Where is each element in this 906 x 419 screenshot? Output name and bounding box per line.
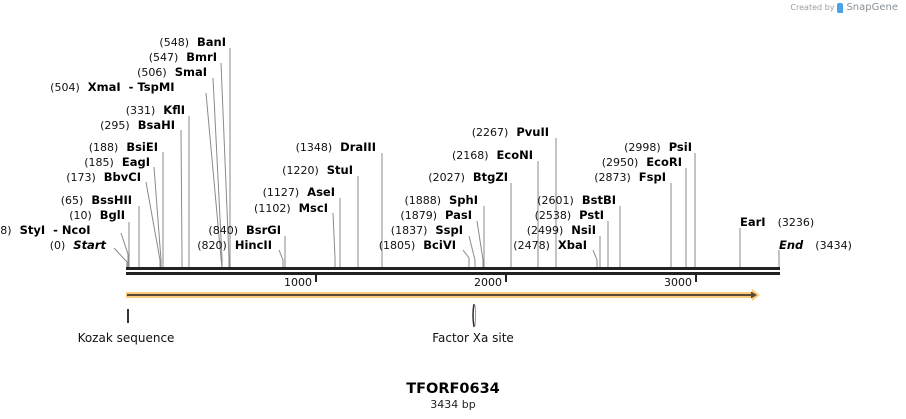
snapgene-logo-icon: [837, 2, 844, 13]
site-ecoRI[interactable]: (2950) EcoRI: [602, 155, 682, 169]
construct-length: 3434 bp: [430, 398, 475, 411]
tick-mark-2000: [505, 275, 507, 282]
site-bciVI[interactable]: (1805) BciVI: [379, 238, 456, 252]
branding-prefix: Created by: [790, 3, 835, 12]
site-btgZI[interactable]: (2027) BtgZI: [428, 170, 508, 184]
dna-strands: [126, 267, 780, 275]
site-fspI[interactable]: (2873) FspI: [594, 170, 666, 184]
site-pvuII[interactable]: (2267) PvuII: [472, 125, 549, 139]
site-sphI[interactable]: (1888) SphI: [404, 193, 478, 207]
feature-factor-xa[interactable]: Factor Xa site: [432, 303, 514, 345]
snapgene-branding: Created by SnapGene: [790, 2, 898, 13]
site-bglI[interactable]: (10) BglI: [69, 208, 125, 222]
site-bmrI[interactable]: (547) BmrI: [149, 50, 217, 64]
orf-arrow[interactable]: [126, 289, 760, 301]
tick-mark-1000: [315, 275, 317, 282]
site-smaI[interactable]: (506) SmaI: [137, 65, 207, 79]
site-end[interactable]: End (3434): [779, 238, 852, 252]
construct-name: TFORF0634: [406, 381, 500, 397]
site-nsiI[interactable]: (2499) NsiI: [527, 223, 596, 237]
factor-xa-mark-accent: [474, 304, 476, 327]
leader-lines: [113, 48, 780, 269]
site-ecoNI[interactable]: (2168) EcoNI: [452, 148, 533, 162]
site-xmaI-tspMI[interactable]: (504) XmaI - TspMI: [15, 76, 200, 95]
site-bssHII[interactable]: (65) BssHII: [61, 193, 132, 207]
site-start[interactable]: (0) Start: [50, 238, 107, 252]
site-hincII[interactable]: (820) HincII: [197, 238, 272, 252]
site-pstI[interactable]: (2538) PstI: [535, 208, 604, 222]
site-aseI[interactable]: (1127) AseI: [263, 185, 335, 199]
site-stuI[interactable]: (1220) StuI: [282, 163, 353, 177]
branding-name: SnapGene: [846, 2, 898, 13]
kozak-label: Kozak sequence: [78, 331, 175, 345]
tick-label-2000: 2000: [474, 276, 502, 289]
site-sspI[interactable]: (1837) SspI: [391, 223, 463, 237]
factor-xa-label: Factor Xa site: [432, 331, 514, 345]
site-bstBI[interactable]: (2601) BstBI: [537, 193, 616, 207]
site-psiI[interactable]: (2998) PsiI: [624, 140, 692, 154]
site-pasI[interactable]: (1879) PasI: [400, 208, 472, 222]
site-bsiEI[interactable]: (188) BsiEI: [89, 140, 158, 154]
tick-mark-3000: [695, 275, 697, 282]
kozak-mark: [127, 309, 129, 323]
site-xbaI[interactable]: (2478) XbaI: [513, 238, 587, 252]
factor-xa-mark: [472, 303, 475, 328]
site-styI-ncoI[interactable]: (8)StyI - NcoI: [0, 219, 116, 238]
tick-label-1000: 1000: [284, 276, 312, 289]
site-earI[interactable]: EarI (3236): [740, 215, 814, 229]
site-bbvCI[interactable]: (173) BbvCI: [66, 170, 141, 184]
feature-kozak[interactable]: Kozak sequence: [78, 309, 175, 345]
tick-label-3000: 3000: [664, 276, 692, 289]
ruler: 1000 2000 3000: [284, 275, 697, 289]
site-eagI[interactable]: (185) EagI: [84, 155, 150, 169]
site-draIII[interactable]: (1348) DraIII: [296, 140, 376, 154]
site-mscI[interactable]: (1102) MscI: [254, 201, 328, 215]
site-bsaHI[interactable]: (295) BsaHI: [100, 118, 175, 132]
site-bsrGI[interactable]: (840) BsrGI: [208, 223, 281, 237]
site-kflI[interactable]: (331) KflI: [126, 103, 185, 117]
site-banI[interactable]: (548) BanI: [159, 35, 226, 49]
site-labels: (548) BanI (547) BmrI (506) SmaI (504) XmaI …: [0, 35, 852, 252]
